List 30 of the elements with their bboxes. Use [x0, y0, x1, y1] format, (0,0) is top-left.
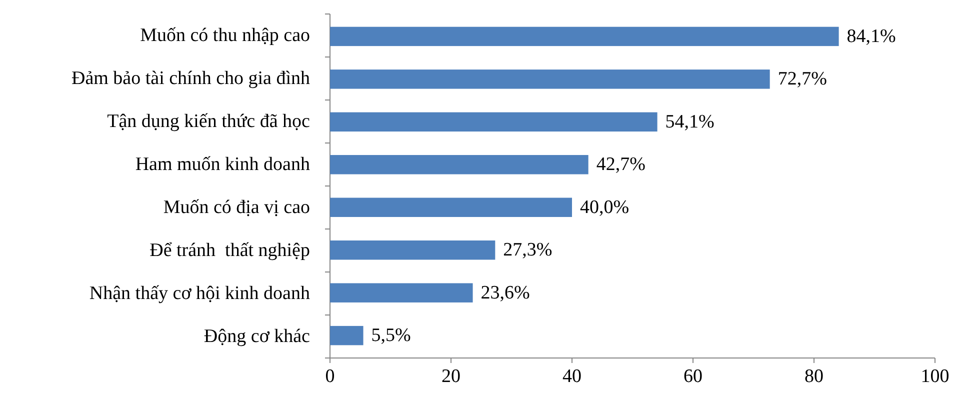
x-tick-label: 60 — [684, 366, 702, 387]
y-tick-label: Muốn có thu nhập cao — [140, 25, 310, 46]
bar — [330, 198, 572, 217]
data-label: 40,0% — [580, 196, 630, 218]
y-tick-label: Động cơ khác — [204, 326, 310, 347]
x-tick-label: 80 — [804, 366, 824, 387]
data-label: 84,1% — [846, 26, 896, 47]
bar — [330, 240, 496, 260]
data-label: 5,5% — [371, 325, 412, 346]
bar — [330, 112, 658, 132]
y-tick-label: Để tránh thất nghiệp — [150, 240, 310, 261]
data-label: 42,7% — [596, 154, 646, 176]
data-label: 27,3% — [503, 240, 552, 261]
bar — [330, 70, 770, 89]
y-tick-label: Đảm bảo tài chính cho gia đình — [72, 68, 310, 89]
x-tick-label: 100 — [920, 366, 950, 387]
data-label: 72,7% — [778, 68, 828, 90]
data-label: 23,6% — [480, 282, 530, 304]
x-tick-label: 20 — [442, 366, 460, 387]
y-tick-label: Ham muốn kinh doanh — [135, 154, 310, 175]
bar — [330, 26, 839, 46]
bar — [330, 155, 588, 174]
data-label: 54,1% — [665, 111, 715, 132]
x-tick-label: 40 — [562, 366, 582, 387]
bar — [330, 283, 473, 302]
y-tick-label: Nhận thấy cơ hội kinh doanh — [89, 283, 310, 304]
y-tick-label: Tận dụng kiến thức đã học — [107, 111, 310, 132]
bar — [330, 326, 364, 346]
x-tick-label: 0 — [325, 366, 335, 387]
y-tick-label: Muốn có địa vị cao — [163, 197, 310, 218]
